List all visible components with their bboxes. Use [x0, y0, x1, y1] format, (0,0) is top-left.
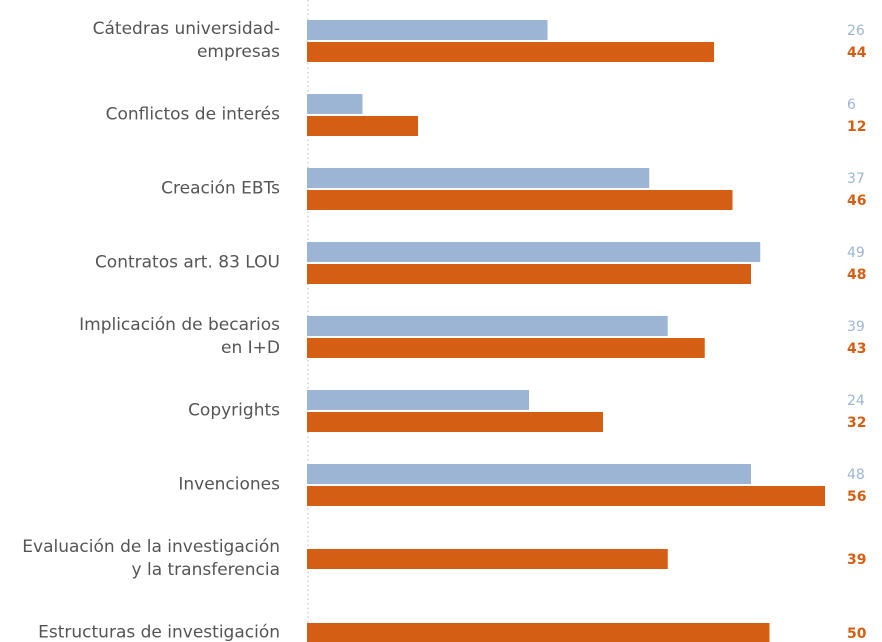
value-label: 24 — [847, 393, 865, 409]
category-label: Estructuras de investigación — [38, 622, 280, 642]
category-label: Creación EBTs — [161, 178, 280, 199]
value-label: 44 — [847, 45, 867, 61]
value-label: 50 — [847, 626, 867, 642]
bar — [307, 42, 714, 62]
bar — [307, 338, 705, 358]
bar — [307, 20, 548, 40]
category-label: Cátedras universidad- empresas — [92, 19, 280, 62]
bar — [307, 464, 751, 484]
value-label: 32 — [847, 415, 866, 431]
category-label: Copyrights — [188, 400, 280, 421]
value-label: 6 — [847, 97, 856, 113]
bar — [307, 316, 668, 336]
bar — [307, 623, 770, 642]
bar — [307, 264, 751, 284]
category-label: Contratos art. 83 LOU — [94, 252, 280, 273]
category-label: Invenciones — [178, 474, 280, 495]
bar — [307, 94, 363, 114]
value-label: 12 — [847, 119, 866, 135]
value-label: 46 — [847, 193, 866, 209]
bar — [307, 190, 733, 210]
category-label: Conflictos de interés — [105, 104, 280, 125]
value-label: 37 — [847, 171, 865, 187]
value-label: 39 — [847, 319, 865, 335]
value-label: 48 — [847, 467, 865, 483]
bar — [307, 390, 529, 410]
bar — [307, 412, 603, 432]
value-label: 49 — [847, 245, 865, 261]
value-label: 26 — [847, 23, 865, 39]
value-label: 39 — [847, 552, 866, 568]
value-label: 43 — [847, 341, 866, 357]
bar — [307, 168, 650, 188]
bar — [307, 116, 418, 136]
value-label: 56 — [847, 489, 866, 505]
value-label: 48 — [847, 267, 866, 283]
bar — [307, 242, 761, 262]
category-label: Implicación de becarios en I+D — [79, 315, 280, 358]
category-label: Evaluación de la investigación y la tran… — [22, 537, 280, 580]
bar — [307, 486, 825, 506]
bar — [307, 549, 668, 569]
